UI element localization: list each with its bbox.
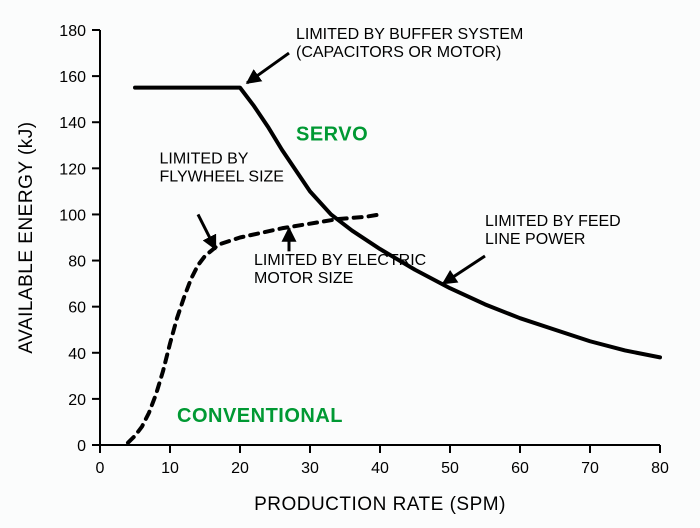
x-tick-label: 30 <box>301 460 319 477</box>
x-tick-label: 70 <box>581 460 599 477</box>
y-tick-label: 80 <box>68 254 86 271</box>
y-tick-label: 140 <box>59 115 86 132</box>
annotation-flywheel-arrow <box>198 214 216 249</box>
annotation-buffer-arrow <box>247 53 289 83</box>
x-tick-label: 60 <box>511 460 529 477</box>
annotation-feed-text: LIMITED BY FEED <box>485 213 621 230</box>
y-tick-label: 40 <box>68 346 86 363</box>
annotation-motor-text: MOTOR SIZE <box>254 270 353 287</box>
y-tick-label: 120 <box>59 161 86 178</box>
annotation-buffer-text: (CAPACITORS OR MOTOR) <box>296 44 501 61</box>
x-tick-label: 80 <box>651 460 669 477</box>
annotation-feed-arrow <box>443 256 485 284</box>
x-tick-label: 20 <box>231 460 249 477</box>
x-axis-title: PRODUCTION RATE (SPM) <box>254 494 506 515</box>
y-axis-title: AVAILABLE ENERGY (kJ) <box>16 121 37 353</box>
conventional-label: CONVENTIONAL <box>177 405 343 427</box>
annotation-flywheel-text: FLYWHEEL SIZE <box>160 169 284 186</box>
y-tick-label: 180 <box>59 23 86 40</box>
annotation-flywheel-text: LIMITED BY <box>160 151 249 168</box>
annotation-motor-text: LIMITED BY ELECTRIC <box>254 252 426 269</box>
y-tick-label: 20 <box>68 392 86 409</box>
annotation-buffer-text: LIMITED BY BUFFER SYSTEM <box>296 26 523 43</box>
annotation-feed-text: LINE POWER <box>485 231 585 248</box>
x-tick-label: 0 <box>96 460 105 477</box>
chart-container: 0 20 40 60 80 100 120 140 160 180 0 10 20 30 40 50 60 70 8… <box>0 0 700 528</box>
y-tick-label: 60 <box>68 300 86 317</box>
x-tick-label: 10 <box>161 460 179 477</box>
x-tick-label: 50 <box>441 460 459 477</box>
energy-vs-spm-chart: 0 20 40 60 80 100 120 140 160 180 0 10 20 30 40 50 60 70 8… <box>0 0 700 528</box>
y-tick-label: 0 <box>77 438 86 455</box>
y-tick-label: 100 <box>59 207 86 224</box>
servo-label: SERVO <box>296 124 368 146</box>
x-tick-label: 40 <box>371 460 389 477</box>
y-tick-label: 160 <box>59 69 86 86</box>
